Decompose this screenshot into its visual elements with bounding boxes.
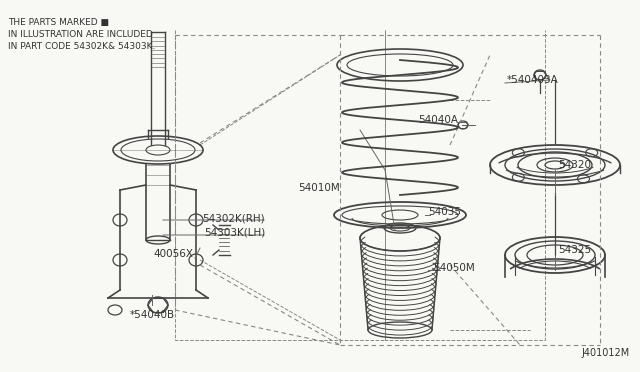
Text: 54050M: 54050M — [433, 263, 475, 273]
Text: 54010M: 54010M — [298, 183, 340, 193]
Text: 40056X: 40056X — [153, 249, 193, 259]
Text: IN PART CODE 54302K& 54303K.: IN PART CODE 54302K& 54303K. — [8, 42, 156, 51]
Text: 54302K(RH): 54302K(RH) — [202, 213, 265, 223]
Text: *54040B: *54040B — [129, 310, 175, 320]
Text: 54040A: 54040A — [418, 115, 458, 125]
Text: *540403A: *540403A — [507, 75, 559, 85]
Text: 54325: 54325 — [558, 245, 591, 255]
Text: 54320: 54320 — [558, 160, 591, 170]
Text: IN ILLUSTRATION ARE INCLUDED: IN ILLUSTRATION ARE INCLUDED — [8, 30, 153, 39]
Text: J401012M: J401012M — [582, 348, 630, 358]
Text: THE PARTS MARKED ■: THE PARTS MARKED ■ — [8, 18, 109, 27]
Text: 54035: 54035 — [428, 207, 461, 217]
Text: 54303K(LH): 54303K(LH) — [204, 227, 265, 237]
